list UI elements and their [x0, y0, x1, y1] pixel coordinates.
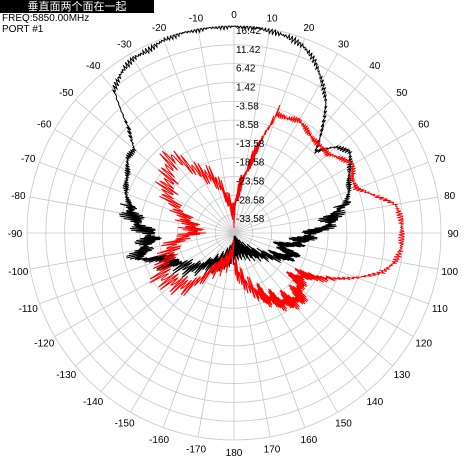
angle-tick-label: -70: [21, 154, 36, 165]
grid-spoke: [130, 53, 235, 234]
radial-tick-label: 6.42: [236, 64, 256, 75]
angle-tick-label: -50: [59, 88, 74, 99]
grid-spoke: [233, 74, 368, 234]
angle-tick-label: -150: [114, 419, 134, 430]
radial-tick-label: -28.58: [236, 195, 265, 206]
grid-spoke: [162, 38, 235, 234]
grid-spoke: [233, 232, 338, 413]
angle-tick-label: 130: [393, 370, 410, 381]
angle-tick-label: 170: [264, 445, 281, 456]
pattern-series-line: [149, 105, 405, 312]
grid-spoke: [54, 232, 235, 337]
grid-spoke: [233, 232, 429, 305]
radial-tick-label: -33.58: [236, 214, 265, 225]
angle-tick-label: -60: [37, 120, 52, 131]
angle-tick-label: 140: [366, 397, 383, 408]
grid-spoke: [233, 232, 368, 392]
grid-spoke: [233, 29, 271, 234]
angle-tick-label: -170: [186, 445, 206, 456]
grid-spoke: [30, 232, 235, 270]
grid-spoke: [233, 38, 306, 234]
angle-tick-label: -40: [86, 61, 101, 72]
grid-spoke: [197, 232, 235, 437]
angle-tick-label: 20: [303, 23, 315, 34]
angle-tick-label: -20: [152, 23, 167, 34]
grid-spoke: [100, 74, 235, 234]
grid-spoke: [75, 232, 235, 367]
angle-tick-label: 70: [434, 154, 446, 165]
angle-tick-label: 10: [266, 13, 278, 24]
angle-tick-label: 90: [447, 229, 459, 240]
grid-spoke: [233, 161, 429, 234]
grid-spoke: [233, 232, 271, 437]
series-layer: [111, 25, 405, 312]
angle-tick-label: -110: [19, 304, 39, 315]
angle-tick-label: 150: [335, 419, 352, 430]
grid-spoke: [233, 129, 414, 234]
radial-tick-label: -18.58: [236, 158, 265, 169]
angle-tick-label: -30: [117, 39, 132, 50]
polar-grid: [26, 25, 442, 441]
radial-tick-label: -3.58: [236, 101, 259, 112]
radial-tick-label: 1.42: [236, 83, 256, 94]
grid-spoke: [233, 53, 338, 234]
angle-tick-label: 50: [396, 88, 408, 99]
angle-tick-label: -130: [56, 370, 76, 381]
angle-tick-label: -100: [8, 267, 28, 278]
angle-tick-label: 180: [226, 448, 243, 459]
grid-spoke: [233, 232, 414, 337]
grid-spoke: [54, 129, 235, 234]
angle-tick-label: 40: [369, 61, 381, 72]
angle-tick-label: -120: [34, 339, 54, 350]
angle-tick-label: -80: [11, 191, 26, 202]
angle-tick-label: 60: [418, 120, 430, 131]
grid-spoke: [233, 99, 393, 234]
radial-tick-label: -8.58: [236, 120, 259, 131]
angle-tick-label: -10: [189, 13, 204, 24]
pattern-series-line: [111, 25, 354, 278]
angle-tick-label: 110: [432, 304, 448, 315]
radial-tick-label: 11.42: [236, 45, 261, 56]
angle-tick-labels: 0 10 20 30 40 50 60 70 80 90 100 110 120 130 140 150 160…: [8, 10, 459, 459]
grid-spoke: [233, 232, 438, 270]
grid-spoke: [100, 232, 235, 392]
chart-title: 垂直面两个面在一起: [0, 0, 154, 13]
radial-tick-label: 16.42: [236, 26, 261, 37]
grid-spoke: [39, 232, 235, 305]
angle-tick-label: 80: [444, 191, 456, 202]
grid-spoke: [39, 161, 235, 234]
radial-tick-labels: 16.42 11.42 6.42 1.42 -3.58 -8.58 -13.58 -18.58…: [236, 26, 265, 225]
angle-tick-label: 100: [441, 267, 458, 278]
frequency-label: FREQ:5850.00MHz: [2, 13, 90, 24]
angle-tick-label: 30: [338, 39, 350, 50]
angle-tick-label: 120: [415, 339, 432, 350]
angle-tick-label: -90: [8, 229, 23, 240]
angle-tick-label: 160: [301, 435, 318, 446]
port-label: PORT #1: [2, 24, 44, 35]
angle-tick-label: -140: [83, 397, 103, 408]
angle-tick-label: -160: [149, 435, 169, 446]
grid-spoke: [233, 232, 306, 428]
angle-tick-label: 0: [231, 10, 237, 21]
grid-spoke: [75, 99, 235, 234]
radial-tick-label: -23.58: [236, 177, 265, 188]
radial-tick-label: -13.58: [236, 139, 265, 150]
